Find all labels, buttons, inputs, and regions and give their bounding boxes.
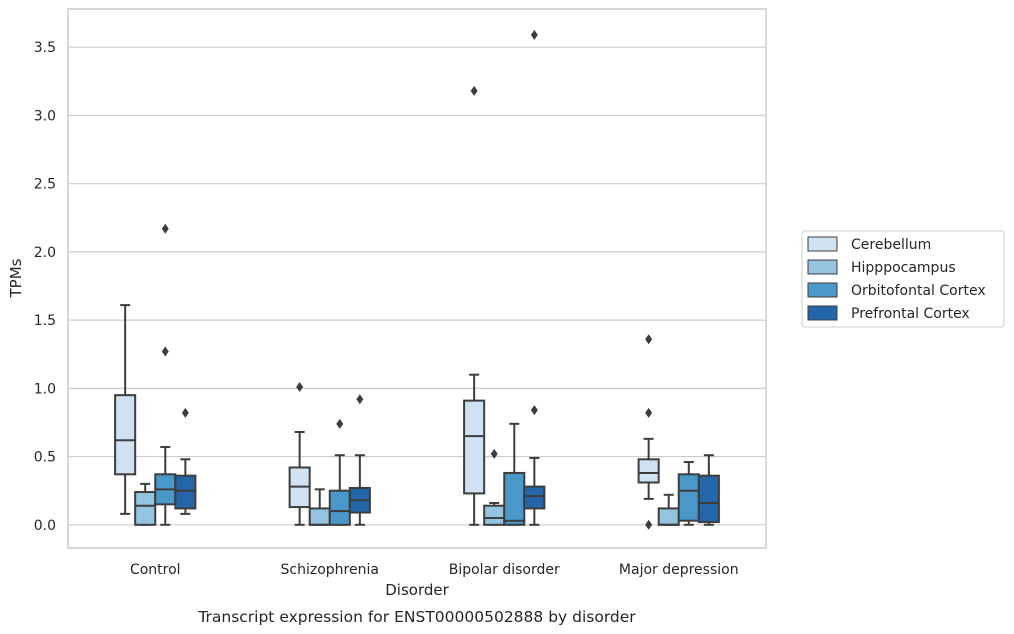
legend: Cerebellum Hipppocampus Orbitofontal Corte… xyxy=(801,230,1005,328)
box-bipolar-disorder xyxy=(483,448,506,526)
outlier-point xyxy=(530,29,538,40)
x-tick-label: Schizophrenia xyxy=(281,562,379,578)
y-tick-label: 1.5 xyxy=(34,313,56,329)
box-body xyxy=(134,491,157,526)
legend-swatch xyxy=(807,282,838,298)
y-axis-label: TPMs xyxy=(7,258,25,298)
box-body xyxy=(308,507,331,526)
box-bipolar-disorder xyxy=(503,422,526,526)
y-tick-label: 0.0 xyxy=(34,518,56,534)
box-body xyxy=(483,504,506,526)
box-body xyxy=(503,471,526,526)
x-tick-label: Control xyxy=(130,562,181,578)
box-bipolar-disorder xyxy=(523,29,546,526)
box-body xyxy=(657,507,680,526)
box-major-depression xyxy=(677,461,700,526)
box-bipolar-disorder xyxy=(463,85,486,526)
outlier-point xyxy=(296,381,304,392)
box-body xyxy=(523,485,546,510)
y-axis-ticks: 0.0 0.5 1.0 1.5 2.0 2.5 3.0 3.5 xyxy=(34,40,56,534)
series-cerebellum xyxy=(114,85,660,530)
y-tick-label: 3.5 xyxy=(34,40,56,56)
box-major-depression xyxy=(637,334,660,530)
legend-label: Orbitofontal Cortex xyxy=(851,283,986,299)
box-control xyxy=(154,223,177,526)
box-control xyxy=(134,482,157,526)
legend-frame xyxy=(801,230,1005,328)
chart-caption: Transcript expression for ENST0000050288… xyxy=(197,608,636,626)
legend-label: Prefrontal Cortex xyxy=(851,306,970,322)
outlier-point xyxy=(645,334,653,345)
outlier-point xyxy=(645,519,653,530)
box-schizophrenia xyxy=(348,394,371,526)
box-body xyxy=(697,474,720,524)
plot-frame xyxy=(67,8,767,549)
box-body xyxy=(637,458,660,484)
outlier-point xyxy=(336,418,344,429)
box-schizophrenia xyxy=(288,381,311,526)
box-schizophrenia xyxy=(328,418,351,526)
x-axis-label: Disorder xyxy=(385,581,449,599)
box-body xyxy=(174,474,197,510)
legend-label: Cerebellum xyxy=(851,237,931,253)
box-schizophrenia xyxy=(308,488,331,526)
y-tick-label: 2.5 xyxy=(34,177,56,193)
grid-lines xyxy=(68,46,766,526)
box-major-depression xyxy=(657,493,680,526)
y-tick-label: 2.0 xyxy=(34,245,56,261)
outlier-point xyxy=(356,394,364,405)
outlier-point xyxy=(181,407,189,418)
series-prefrontal-cortex xyxy=(174,29,720,526)
box-control xyxy=(174,407,197,515)
outlier-point xyxy=(530,405,538,416)
box-control xyxy=(114,304,137,515)
y-tick-label: 0.5 xyxy=(34,450,56,466)
legend-swatch xyxy=(807,305,838,321)
legend-swatch xyxy=(807,236,838,252)
legend-label: Hipppocampus xyxy=(851,260,956,276)
box-body xyxy=(114,394,137,476)
box-body xyxy=(463,399,486,495)
box-major-depression xyxy=(697,454,720,526)
x-tick-label: Bipolar disorder xyxy=(449,562,560,578)
box-groups xyxy=(114,29,720,530)
outlier-point xyxy=(490,448,498,459)
x-tick-label: Major depression xyxy=(619,562,739,578)
outlier-point xyxy=(161,346,169,357)
series-hipppocampus xyxy=(134,448,680,526)
outlier-point xyxy=(470,85,478,96)
outlier-point xyxy=(161,223,169,234)
series-orbitofontal-cortex xyxy=(154,223,700,526)
y-tick-label: 1.0 xyxy=(34,381,56,397)
outlier-point xyxy=(645,407,653,418)
box-body xyxy=(328,489,351,526)
x-axis-ticks: Control Schizophrenia Bipolar disorder Majo… xyxy=(130,562,739,578)
y-tick-label: 3.0 xyxy=(34,108,56,124)
box-body xyxy=(677,473,700,522)
legend-swatch xyxy=(807,259,838,275)
